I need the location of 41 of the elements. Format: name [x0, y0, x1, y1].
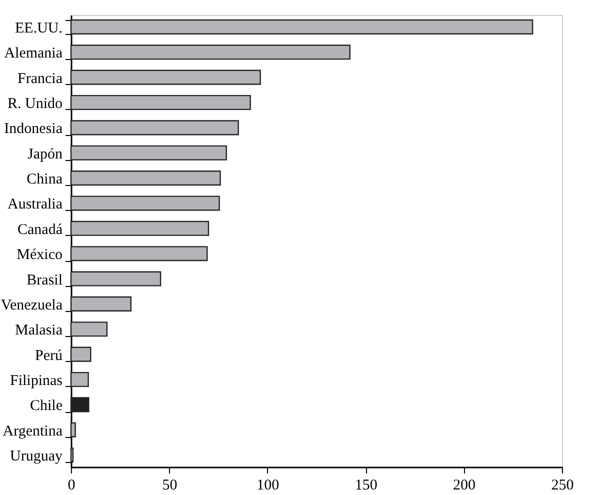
y-tick-label: Filipinas [10, 372, 63, 389]
bar [70, 170, 221, 186]
y-tick-label: Japón [28, 146, 63, 162]
x-tick-label: 250 [551, 478, 574, 494]
x-tick-label: 0 [68, 478, 76, 494]
bar [70, 246, 208, 262]
bar [70, 196, 220, 211]
bar [70, 220, 210, 236]
bar [70, 44, 350, 60]
x-tick-label: 100 [256, 478, 280, 494]
y-tick-label: Brasil [26, 272, 62, 288]
x-tick-label: 150 [354, 478, 378, 494]
bar [70, 322, 108, 337]
y-tick-label: Malasia [15, 322, 63, 339]
bar [70, 422, 76, 438]
bar [70, 346, 92, 362]
bar [70, 19, 534, 34]
bar [70, 70, 261, 85]
y-tick-label: Australia [8, 196, 63, 213]
y-tick-label: China [26, 172, 63, 188]
y-tick-label: Indonesia [4, 121, 63, 138]
y-tick-label: Uruguay [10, 448, 63, 465]
y-tick-label: Venezuela [0, 297, 63, 314]
y-tick-label: Francia [18, 70, 63, 87]
y-tick-label: EE.UU. [15, 20, 62, 36]
bar [70, 296, 132, 312]
y-tick-label: Chile [30, 398, 63, 414]
bar [70, 271, 162, 286]
bar [70, 397, 90, 412]
bar [70, 120, 239, 136]
bar [70, 372, 89, 388]
x-tick-label: 50 [162, 478, 178, 494]
y-tick-label: Canadá [18, 222, 63, 238]
y-tick-label: Perú [35, 348, 63, 364]
x-tick-label: 200 [453, 478, 476, 494]
y-tick-label: R. Unido [7, 96, 62, 112]
y-tick-label: Argentina [2, 423, 63, 440]
y-tick-label: México [16, 247, 62, 264]
bar [70, 145, 227, 160]
y-tick-label: Alemania [4, 46, 63, 62]
bar [70, 94, 251, 110]
